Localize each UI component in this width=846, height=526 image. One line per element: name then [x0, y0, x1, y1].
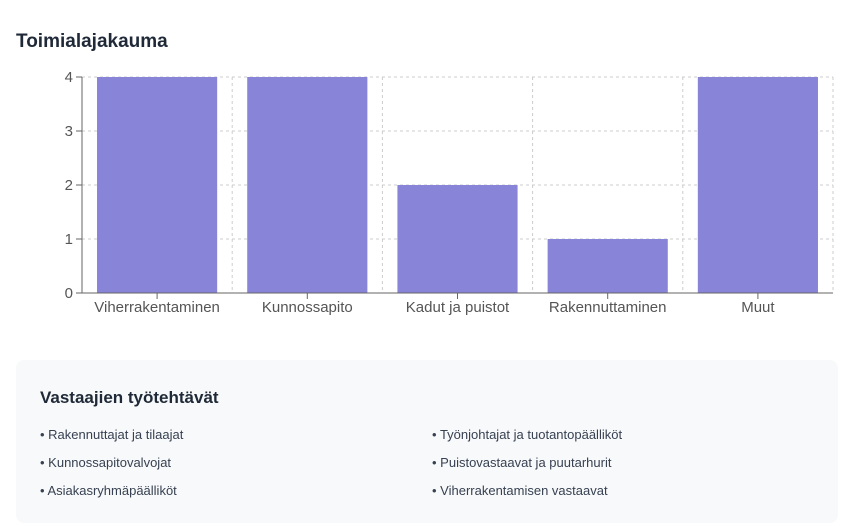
list-item: Kunnossapitovalvojat: [40, 454, 432, 482]
bars: [97, 77, 818, 293]
chart-title: Toimialajakauma: [16, 31, 168, 52]
list-item: Viherrakentamisen vastaavat: [432, 482, 824, 510]
respondent-roles-panel: Vastaajien työtehtävät Rakennuttajat ja …: [16, 360, 838, 523]
list-item: Puistovastaavat ja puutarhurit: [432, 454, 824, 482]
list-item: Rakennuttajat ja tilaajat: [40, 426, 432, 454]
bar-rakennuttaminen: [547, 239, 668, 293]
x-tick-label: Rakennuttaminen: [549, 299, 667, 316]
respondent-roles-list: Rakennuttajat ja tilaajat Työnjohtajat j…: [40, 426, 820, 510]
x-tick-label: Muut: [741, 299, 775, 316]
y-tick-label: 2: [65, 177, 73, 194]
y-tick-label: 1: [65, 231, 73, 248]
x-tick-label: Viherrakentaminen: [94, 299, 220, 316]
y-tick-label: 4: [65, 69, 73, 86]
y-tick-label: 0: [65, 285, 73, 302]
y-tick-label: 3: [65, 123, 73, 140]
x-tick-label: Kunnossapito: [262, 299, 353, 316]
x-tick-label: Kadut ja puistot: [406, 299, 510, 316]
list-item: Asiakasryhmäpäälliköt: [40, 482, 432, 510]
respondent-roles-title: Vastaajien työtehtävät: [40, 388, 219, 407]
bar-kunnossapito: [247, 77, 368, 293]
axes: 0 1 2 3 4 Viherrakentaminen Kunnossapito Kadut …: [65, 69, 833, 316]
list-item: Työnjohtajat ja tuotantopäälliköt: [432, 426, 824, 454]
bar-muut: [697, 77, 818, 293]
bar-viherrakentaminen: [97, 77, 218, 293]
bar-chart: 0 1 2 3 4 Viherrakentaminen Kunnossapito Kadut …: [65, 69, 834, 316]
bar-kadut-ja-puistot: [397, 185, 518, 293]
